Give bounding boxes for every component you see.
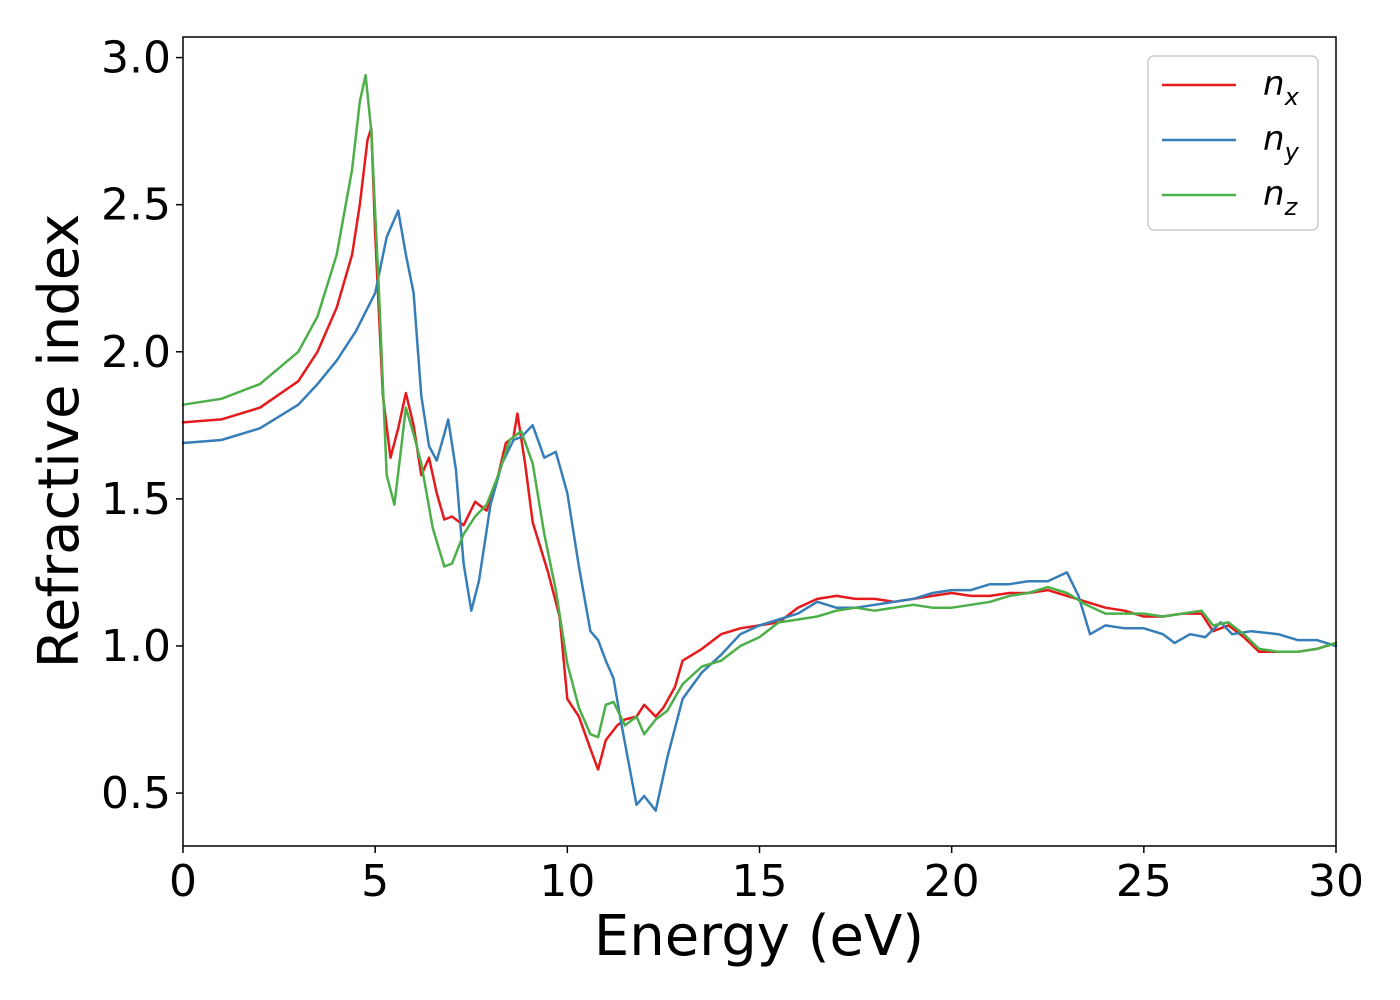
series-line-z [181,73,1338,739]
legend-box [1147,55,1319,231]
y-tick-label: 3.0 [101,33,171,84]
x-tick-label: 25 [1116,856,1172,907]
x-tick-label: 0 [169,856,197,907]
x-tick-label: 15 [732,856,788,907]
y-axis-label: Refractive index [27,214,92,669]
series-line-y [181,209,1338,812]
plot-lines [181,73,1338,812]
y-tick-label: 1.0 [101,621,171,672]
series-line-x [181,126,1338,771]
y-tick-label: 1.5 [101,474,171,525]
y-tick-label: 2.5 [101,180,171,231]
x-axis-ticks: 0 5 10 15 20 25 30 [169,846,1364,907]
y-tick-label: 2.0 [101,327,171,378]
x-tick-label: 10 [539,856,595,907]
x-tick-label: 5 [361,856,389,907]
x-tick-label: 30 [1308,856,1364,907]
x-tick-label: 20 [924,856,980,907]
x-axis-label: Energy (eV) [594,904,924,969]
y-tick-label: 0.5 [101,768,171,819]
y-axis-ticks: 0.5 1.0 1.5 2.0 2.5 3.0 [101,33,183,819]
